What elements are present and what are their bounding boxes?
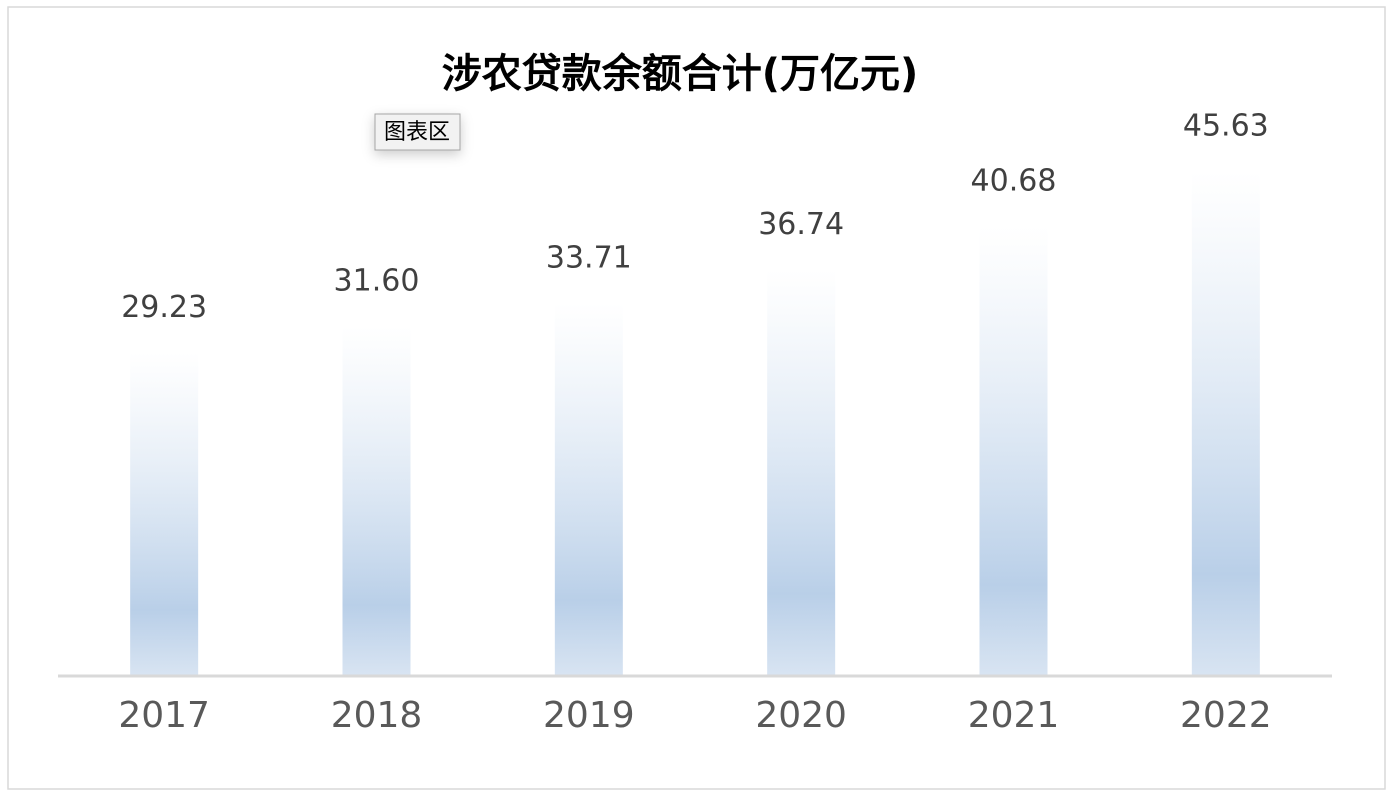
bar [979,225,1048,675]
bar [554,302,623,675]
data-label: 45.63 [1183,109,1269,144]
tooltip-box [374,113,461,151]
data-label: 40.68 [971,163,1057,198]
chart-title: 涉农贷款余额合计(万亿元) [442,51,919,97]
x-tick-label: 2019 [543,695,635,736]
data-label: 31.60 [334,264,420,299]
tooltip-text: 图表区 [384,120,450,145]
x-tick-label: 2018 [331,695,423,736]
data-label: 29.23 [121,290,207,325]
bar [1191,171,1260,675]
x-tick-label: 2022 [1180,695,1272,736]
bar [342,326,411,675]
x-tick-label: 2020 [755,695,847,736]
chart-area[interactable] [7,6,1386,790]
x-tick-label: 2021 [968,695,1060,736]
data-label: 33.71 [546,240,632,275]
x-tick-label: 2017 [118,695,210,736]
bar [130,352,199,675]
data-label: 36.74 [758,207,844,242]
tooltip: 图表区 [374,113,461,151]
bar [767,269,836,675]
